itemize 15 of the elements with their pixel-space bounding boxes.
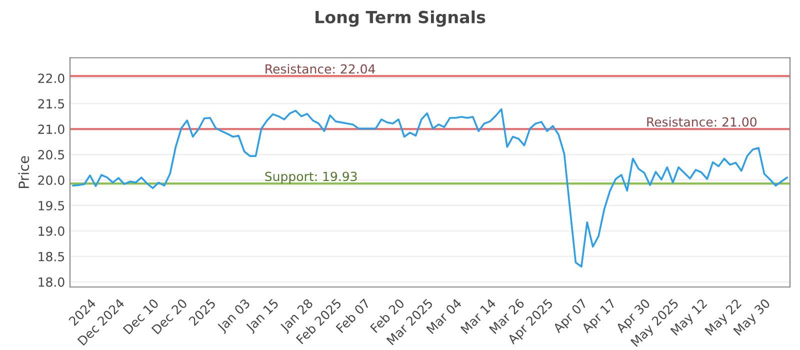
y-tick-label: 18.0 <box>38 277 64 287</box>
y-tick-label: 20.5 <box>38 150 64 160</box>
y-axis-title: Price <box>18 156 30 188</box>
y-tick-label: 21.5 <box>38 99 64 109</box>
y-tick-label: 21.0 <box>38 124 64 134</box>
y-tick-label: 18.5 <box>38 252 64 262</box>
ref-line-label: Resistance: 22.04 <box>266 64 376 74</box>
y-tick-label: 20.0 <box>38 175 64 185</box>
ref-line-label: Support: 19.93 <box>265 172 357 184</box>
ref-line-label: Resistance: 21.00 <box>647 116 756 127</box>
chart-title: Long Term Signals <box>316 10 486 27</box>
line-series <box>72 108 788 268</box>
y-tick-label: 19.0 <box>38 226 64 236</box>
y-tick-label: 19.5 <box>38 200 64 210</box>
y-tick-label: 22.0 <box>38 74 64 84</box>
